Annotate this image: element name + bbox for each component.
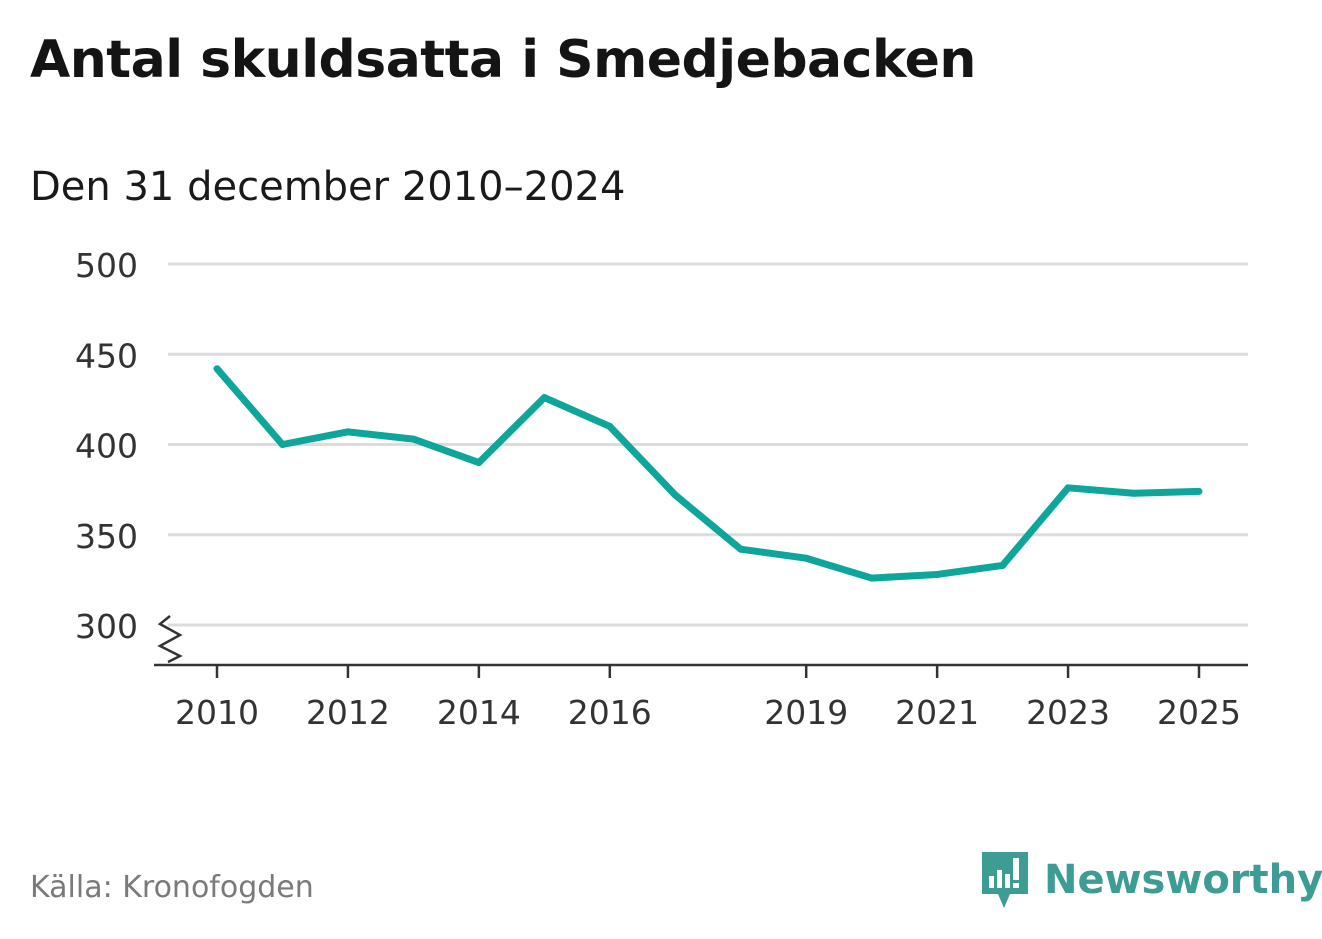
chart-subtitle: Den 31 december 2010–2024: [30, 164, 626, 210]
x-tick-label: 2021: [895, 693, 979, 732]
data-point-2017: [671, 491, 679, 499]
data-point-2022: [999, 561, 1007, 569]
data-point-2010: [213, 365, 221, 373]
x-tick-label: 2023: [1026, 693, 1110, 732]
data-point-2025: [1195, 487, 1203, 495]
x-tick-label: 2025: [1157, 693, 1241, 732]
data-point-2014: [475, 459, 483, 467]
newsworthy-logo-icon: [982, 852, 1028, 908]
x-axis-labels: 2010 2012 2014 2016 2019 2021 2023 2025: [175, 693, 1241, 732]
y-tick-label: 350: [75, 517, 138, 556]
y-tick-label: 400: [75, 427, 138, 466]
data-point-2012: [344, 428, 352, 436]
x-tick-label: 2012: [306, 693, 390, 732]
x-tick-label: 2019: [764, 693, 848, 732]
data-point-2024: [1130, 489, 1138, 497]
series-group: [213, 365, 1203, 582]
series-line: [214, 366, 1200, 582]
brand-logo: Newsworthy: [980, 850, 1322, 910]
data-point-2021: [933, 570, 941, 578]
y-tick-label: 500: [75, 246, 138, 285]
data-point-2018: [737, 545, 745, 553]
data-point-2019: [802, 554, 810, 562]
data-point-2015: [540, 394, 548, 402]
y-tick-label: 450: [75, 336, 138, 375]
data-point-2016: [606, 422, 614, 430]
y-axis-labels: 500 450 400 350 300: [75, 246, 138, 646]
data-point-2013: [409, 435, 417, 443]
x-tick-label: 2010: [175, 693, 259, 732]
axis-break-mark: [157, 615, 183, 664]
chart-title: Antal skuldsatta i Smedjebacken: [30, 30, 976, 90]
data-point-2023: [1064, 484, 1072, 492]
x-axis: [154, 615, 1248, 678]
data-point-2011: [278, 441, 286, 448]
x-tick-label: 2014: [437, 693, 521, 732]
x-tick-label: 2016: [568, 693, 652, 732]
y-tick-label: 300: [75, 607, 138, 646]
brand-name: Newsworthy: [1044, 857, 1322, 903]
data-point-2020: [868, 574, 876, 582]
source-note: Källa: Kronofogden: [30, 870, 314, 905]
grid-lines: [168, 262, 1248, 627]
